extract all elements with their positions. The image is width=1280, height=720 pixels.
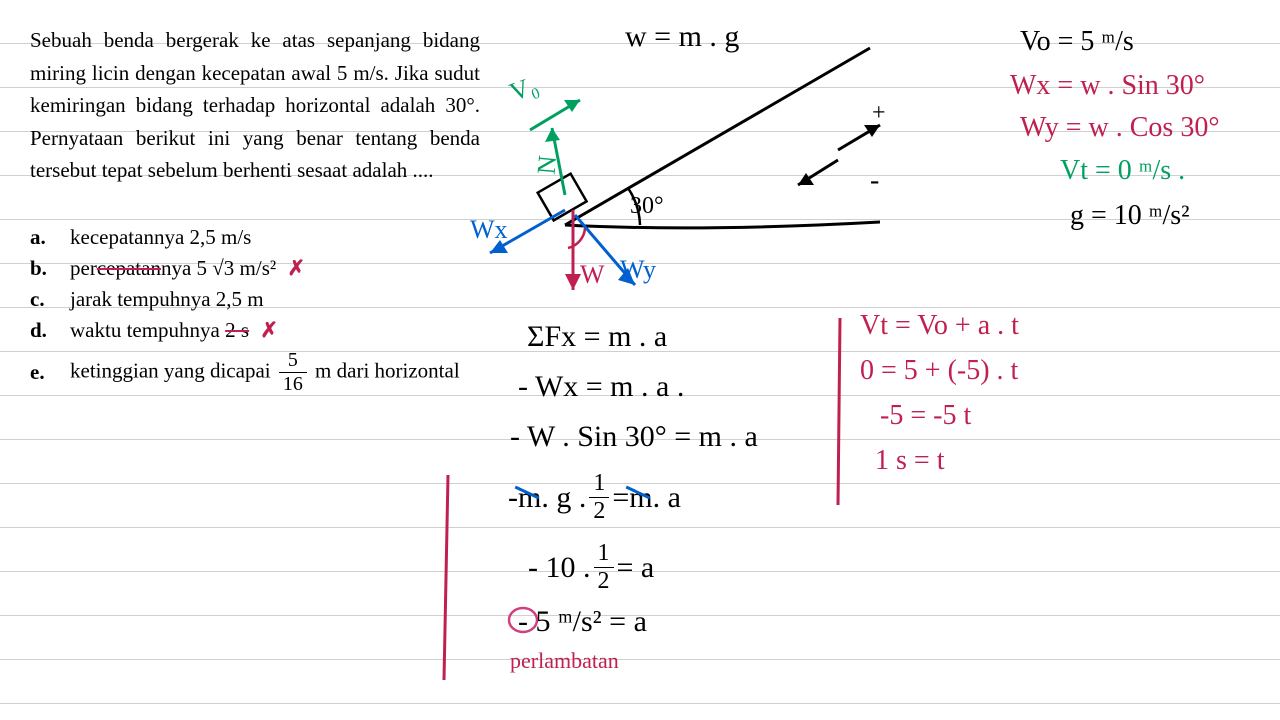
angle-label: 30° (630, 193, 664, 220)
eq-mg-half: - m . g . 1 2 = m . a (508, 470, 681, 525)
note-perlambatan: perlambatan (510, 648, 619, 674)
n-arrowhead (545, 128, 560, 142)
eq-a-result: - 5 ᵐ/s² = a (518, 605, 647, 639)
inner-angle-arc (568, 228, 585, 248)
l4-mid: . g . (541, 481, 586, 515)
eq-wx: Wx = w . Sin 30° (1010, 70, 1205, 102)
minus-label: - (870, 165, 879, 197)
vo-arrowhead (564, 100, 580, 112)
eq-vt-formula: Vt = Vo + a . t (860, 310, 1019, 342)
eq-neg5: -5 = -5 t (880, 400, 971, 432)
divider-right (838, 318, 840, 505)
eq-g: g = 10 ᵐ/s² (1070, 200, 1190, 232)
m-strike-1: m (518, 481, 541, 515)
l5-pre: - 10 . (528, 551, 591, 585)
eq-vt: Vt = 0 ᵐ/s . (1060, 155, 1185, 187)
frac-half-2: 1 2 (594, 540, 614, 595)
w-arrowhead (565, 274, 581, 290)
eq-wsin: - W . Sin 30° = m . a (510, 420, 758, 454)
eq-t-result: 1 s = t (875, 445, 944, 477)
plus-label: + (872, 100, 886, 127)
eq-wy: Wy = w . Cos 30° (1020, 112, 1220, 144)
wy-label: Wy (620, 255, 656, 285)
divider-left (444, 475, 448, 680)
incline-line (565, 48, 870, 225)
l4-post: . a (653, 481, 681, 515)
eq-10-half: - 10 . 1 2 = a (528, 540, 654, 595)
n-label: N (532, 154, 564, 175)
eq-vt-sub: 0 = 5 + (-5) . t (860, 355, 1018, 387)
m-strike-2: m (629, 481, 652, 515)
wx-label: Wx (470, 215, 508, 245)
eq-sumfx: ΣFx = m . a (527, 320, 667, 354)
ground-line (565, 222, 880, 228)
l5-post: = a (617, 551, 655, 585)
w-label: W (580, 260, 605, 290)
eq-w-mg: w = m . g (625, 20, 739, 54)
eq-vo: Vo = 5 ᵐ/s (1020, 26, 1134, 58)
eq-neg-wx: - Wx = m . a . (518, 370, 684, 404)
frac-half-1: 1 2 (589, 470, 609, 525)
